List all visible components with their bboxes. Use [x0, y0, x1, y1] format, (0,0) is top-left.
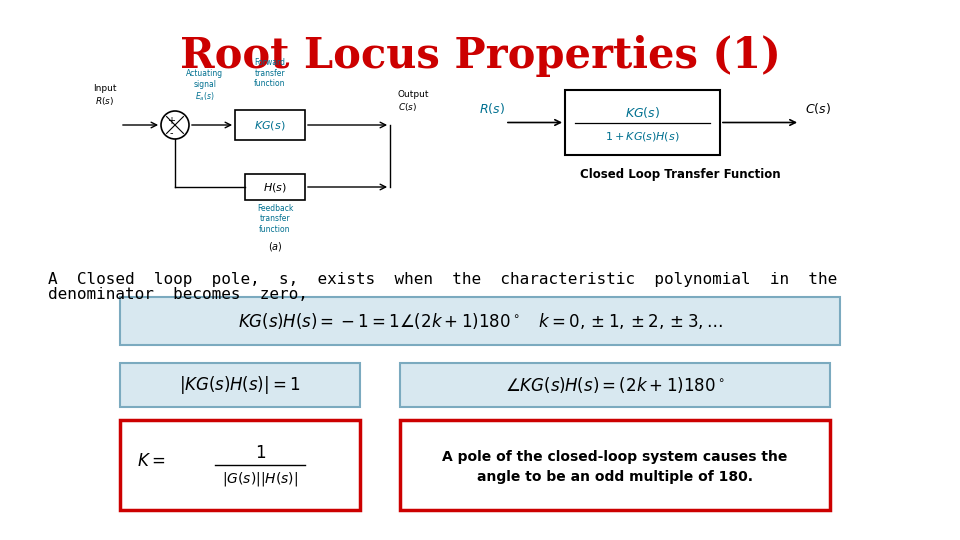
Bar	[400, 363, 830, 407]
Bar	[120, 297, 840, 345]
Bar	[400, 420, 830, 510]
Text: $1 + KG(s)H(s)$: $1 + KG(s)H(s)$	[605, 130, 680, 143]
Bar	[245, 174, 305, 200]
Text: angle to be an odd multiple of 180.: angle to be an odd multiple of 180.	[477, 470, 753, 484]
Text: $K = $: $K = $	[136, 452, 165, 470]
Text: $H(s)$: $H(s)$	[263, 180, 287, 193]
Text: $C(s)$: $C(s)$	[805, 102, 831, 117]
Bar	[120, 363, 360, 407]
Text: Feedback
transfer
function: Feedback transfer function	[257, 204, 293, 234]
Text: Actuating
signal
$E_a(s)$: Actuating signal $E_a(s)$	[186, 69, 224, 103]
Text: Output
$C(s)$: Output $C(s)$	[398, 90, 429, 113]
Text: A  Closed  loop  pole,  s,  exists  when  the  characteristic  polynomial  in  t: A Closed loop pole, s, exists when the c…	[48, 272, 837, 287]
Text: Root Locus Properties (1): Root Locus Properties (1)	[180, 35, 780, 77]
Text: $\angle KG(s)H(s) = (2k+1)180^\circ$: $\angle KG(s)H(s) = (2k+1)180^\circ$	[505, 375, 725, 395]
Bar	[565, 90, 720, 155]
Text: $KG(s)$: $KG(s)$	[625, 105, 660, 120]
Text: $KG(s)$: $KG(s)$	[254, 118, 286, 132]
Text: $(a)$: $(a)$	[268, 240, 282, 253]
Bar	[120, 420, 360, 510]
Text: Closed Loop Transfer Function: Closed Loop Transfer Function	[580, 168, 780, 181]
Bar	[235, 110, 305, 140]
Text: Forward
transfer
function: Forward transfer function	[254, 58, 286, 88]
Text: 1: 1	[254, 444, 265, 462]
Text: A pole of the closed-loop system causes the: A pole of the closed-loop system causes …	[443, 450, 788, 464]
Text: $R(s)$: $R(s)$	[479, 102, 505, 117]
Text: $|G(s)||H(s)|$: $|G(s)||H(s)|$	[222, 470, 299, 488]
Text: denominator  becomes  zero,: denominator becomes zero,	[48, 287, 308, 302]
Text: +: +	[167, 116, 175, 126]
Text: Input
$R(s)$: Input $R(s)$	[93, 84, 117, 107]
Text: -: -	[169, 128, 173, 138]
Text: $KG(s)H(s) = -1 = 1\angle(2k+1)180^\circ \quad k = 0, \pm1, \pm2, \pm3, \ldots$: $KG(s)H(s) = -1 = 1\angle(2k+1)180^\circ…	[237, 311, 723, 331]
Text: $|KG(s)H(s)| = 1$: $|KG(s)H(s)| = 1$	[180, 374, 300, 396]
